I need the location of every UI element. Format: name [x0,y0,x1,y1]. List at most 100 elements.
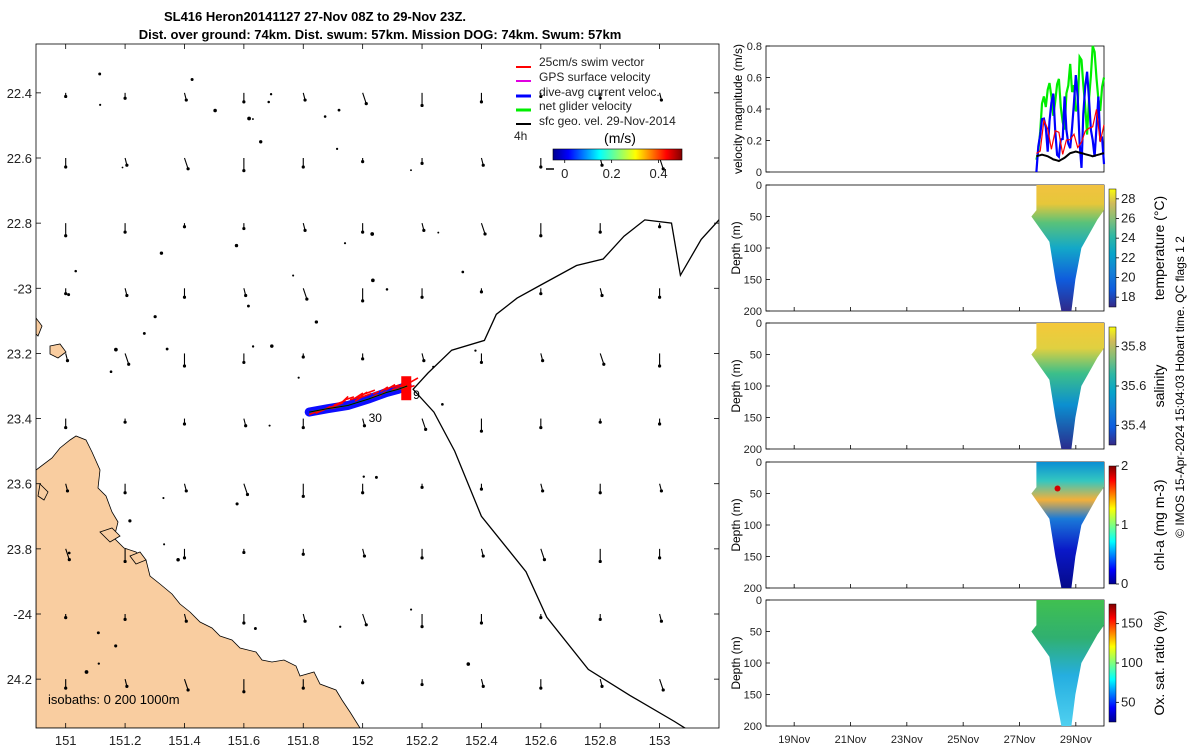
current-vector-head [658,225,662,229]
current-vector-head [64,616,68,620]
current-vector-head [479,290,484,294]
islet [97,662,100,665]
islet [235,502,239,506]
map-x-axis: 151 151.2 151.4 151.6 151.8 152 152.2 152.4 152.… [55,44,671,748]
current-vector-head [422,228,426,232]
current-vector-head [242,360,246,365]
swim-vector [380,386,389,393]
current-vector-head [364,102,368,106]
velocity-y-tick-label: 0 [756,167,762,179]
swim-vector [361,392,372,398]
isobath-0-islets [67,72,477,674]
legend-net: net glider velocity [539,99,632,113]
colorbar-tick-label: 50 [1121,694,1135,709]
title-line1: SL416 Heron20141127 27-Nov 08Z to 29-Nov… [164,9,466,24]
current-vector-head [422,359,426,363]
current-vector-head [481,684,485,688]
time-tick-label: 29Nov [1060,734,1092,746]
islet [114,347,118,352]
profile-colorbar [1108,326,1117,446]
depth-tick-label: 150 [744,552,762,564]
map-x-tick-label: 151.2 [109,733,142,748]
current-vector-head [539,94,543,99]
current-vector-head [64,292,68,296]
current-vector-head [65,489,70,493]
map-x-tick-label: 153 [649,733,671,748]
current-vector-head [364,623,368,627]
current-vector-head [600,684,604,688]
islet [121,166,124,169]
current-vector-head [479,100,484,104]
current-vector-head [481,163,485,167]
legend-sfc-geo: sfc geo. vel. 29-Nov-2014 [539,114,676,128]
current-vector [421,418,427,430]
current-vector-head [361,160,365,164]
current-vector-head [420,682,424,687]
profile-data [1031,462,1104,588]
glider-track: 30 9 [304,376,420,425]
current-vector-head [539,686,543,690]
colorbar-tick-label: 26 [1121,211,1135,226]
current-vector-head [125,163,129,167]
islet [109,370,113,374]
profile-colorbar [1108,603,1117,723]
current-vector-head [123,617,127,622]
islet [234,243,239,248]
map-y-tick-label: 23.8 [7,542,32,557]
current-vector [65,548,70,560]
track-label-start: 30 [369,411,383,425]
current-vector-head [361,299,365,303]
islet [270,344,274,348]
current-vector-head [242,621,246,625]
islet [269,93,273,96]
current-vector-head [123,559,127,564]
current-vector-head [301,355,305,359]
current-vector-head [598,491,602,495]
profile-data [1031,185,1104,311]
isobath-1000m [412,218,719,728]
current-vector [124,353,130,365]
map-y-tick-label: 23.6 [7,477,32,492]
current-vector-head [242,226,246,231]
map-x-tick-label: 151 [55,733,77,748]
islet [190,78,194,82]
current-vector-head [184,489,188,493]
current-vector-head [244,293,248,298]
current-vector-head [598,96,602,100]
islet [461,270,465,274]
islet [247,116,251,121]
islet [114,644,118,648]
current-vector [362,92,367,104]
current-vector-head [242,100,246,104]
land-island [129,551,147,565]
current-vector-head [361,357,365,361]
current-vector-head [483,232,487,236]
islet [370,232,375,236]
depth-tick-label: 50 [750,212,762,224]
current-vector [243,483,248,495]
current-vector-head [242,169,246,173]
islet [466,662,471,666]
current-vector-head [539,292,543,296]
depth-tick-label: 150 [744,275,762,287]
current-vector [599,353,605,365]
map-y-tick-label: 23.4 [7,412,32,427]
swim-vector [391,384,400,389]
depth-tick-label: 0 [756,318,762,330]
depth-tick-label: 100 [744,520,762,532]
depth-tick-label: 0 [756,595,762,607]
islet [339,625,342,628]
time-tick-label: 27Nov [1004,734,1036,746]
current-vector-head [541,359,545,363]
current-vector-head [539,234,543,238]
current-vector-head [123,230,127,234]
current-vector-head [301,686,305,690]
colorbar-tick-label: 1 [1121,517,1128,532]
current-vector-head [64,425,68,430]
depth-tick-label: 100 [744,658,762,670]
depth-tick-label: 50 [750,350,762,362]
current-vector-head [362,554,367,558]
current-vector [540,548,545,560]
time-tick-label: 19Nov [778,734,810,746]
